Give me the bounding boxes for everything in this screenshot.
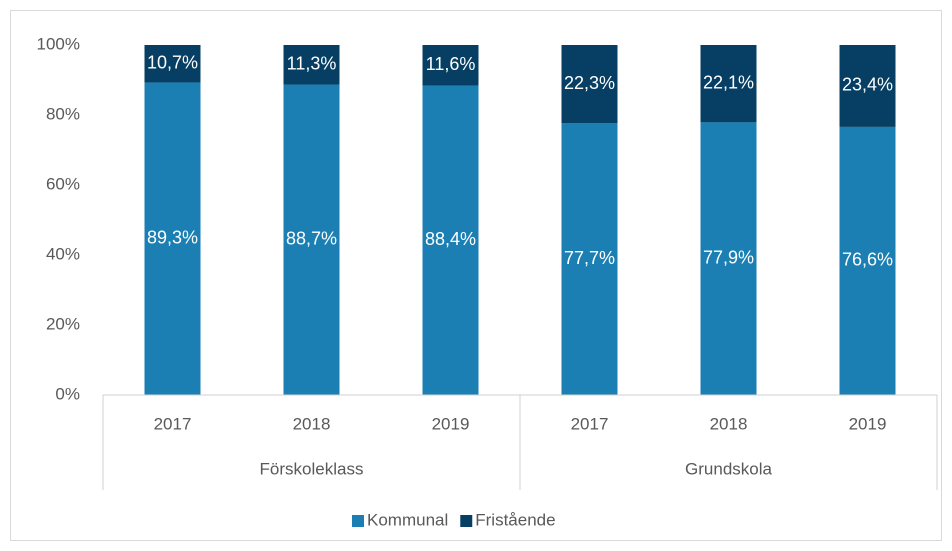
value-label: 88,4%: [425, 229, 476, 249]
value-label: 11,6%: [426, 54, 476, 74]
value-label: 88,7%: [286, 229, 337, 249]
group-label: Förskoleklass: [260, 459, 364, 478]
value-label: 76,6%: [842, 250, 893, 270]
bar-segment: [422, 85, 479, 395]
value-label: 11,3%: [287, 54, 337, 74]
bar-segment: [144, 45, 201, 83]
x-tick-label: 2019: [432, 414, 470, 433]
x-tick-label: 2017: [571, 414, 609, 433]
bar-segment: [839, 45, 896, 127]
y-tick-label: 20%: [46, 314, 80, 333]
bar-segment: [144, 82, 201, 395]
bar-segment: [561, 45, 618, 124]
value-label: 89,3%: [147, 227, 198, 247]
value-label: 23,4%: [842, 75, 893, 95]
value-label: 10,7%: [147, 52, 198, 72]
bar-segment: [700, 122, 757, 395]
value-label: 22,3%: [564, 73, 615, 93]
x-tick-label: 2019: [849, 414, 887, 433]
bar-segment: [700, 45, 757, 123]
bar-segment: [839, 126, 896, 396]
value-label: 22,1%: [703, 72, 754, 92]
legend-label: Kommunal: [367, 510, 448, 529]
y-tick-label: 0%: [55, 384, 80, 403]
x-tick-label: 2017: [154, 414, 192, 433]
bar-segment: [561, 123, 618, 396]
legend-swatch: [352, 515, 364, 527]
x-tick-label: 2018: [293, 414, 331, 433]
value-label: 77,9%: [703, 247, 754, 267]
bar-segment: [283, 45, 340, 85]
y-tick-label: 60%: [46, 174, 80, 193]
value-label: 77,7%: [564, 248, 615, 268]
bar-segment: [283, 84, 340, 396]
group-label: Grundskola: [685, 459, 772, 478]
y-tick-label: 80%: [46, 104, 80, 123]
bar-segment: [422, 45, 479, 86]
y-tick-label: 100%: [37, 34, 80, 53]
y-tick-label: 40%: [46, 244, 80, 263]
x-tick-label: 2018: [710, 414, 748, 433]
legend-label: Fristående: [475, 510, 555, 529]
legend-swatch: [460, 515, 473, 527]
